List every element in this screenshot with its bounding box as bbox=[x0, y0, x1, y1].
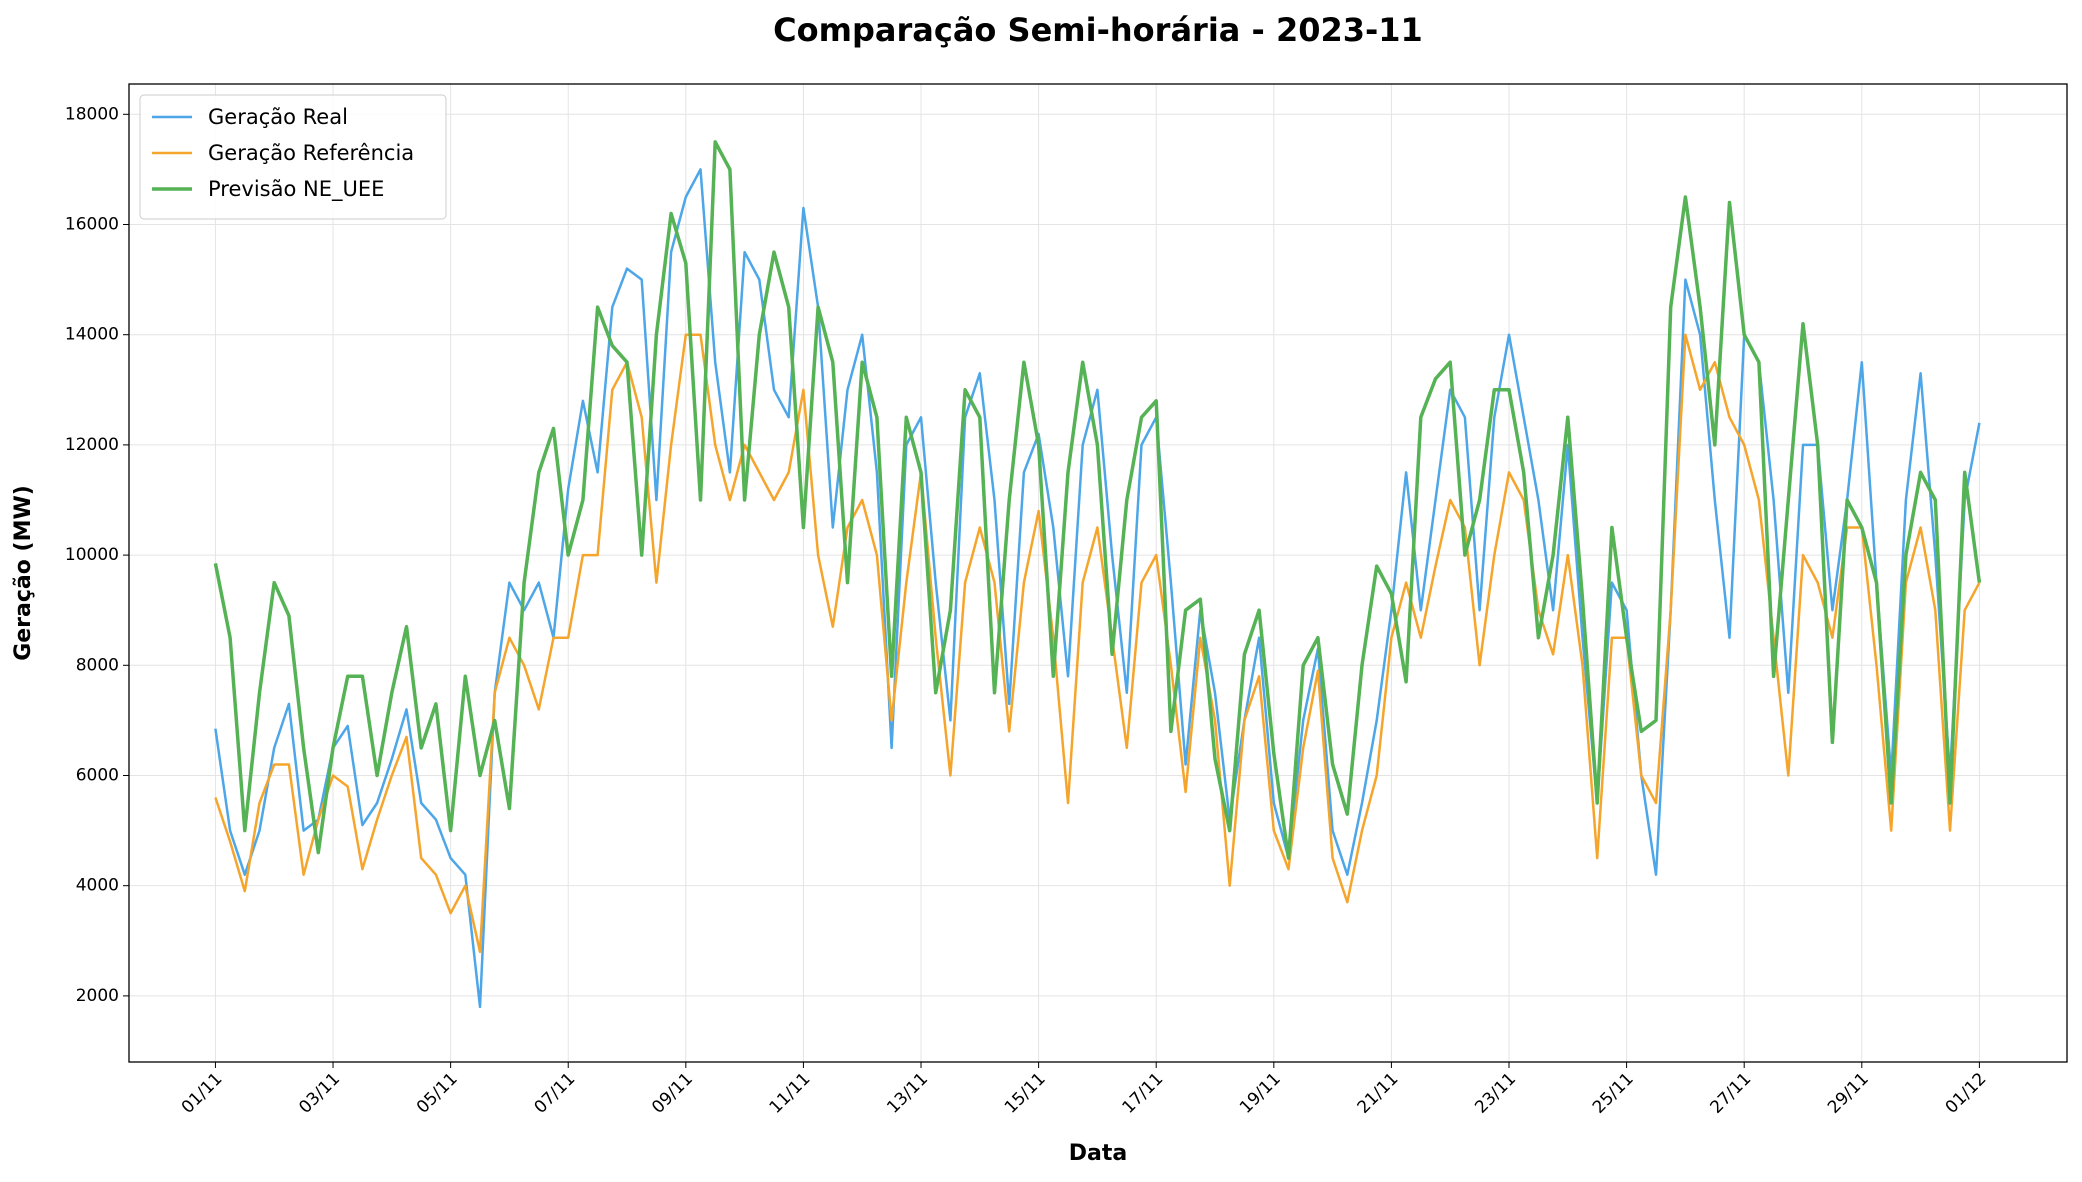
x-tick-label: 27/11 bbox=[1706, 1069, 1755, 1118]
y-tick-label: 6000 bbox=[76, 765, 119, 785]
y-tick-label: 10000 bbox=[65, 545, 119, 565]
y-tick-label: 4000 bbox=[76, 876, 119, 896]
x-tick-label: 21/11 bbox=[1354, 1069, 1403, 1118]
y-tick-label: 18000 bbox=[65, 104, 119, 124]
x-tick-label: 19/11 bbox=[1236, 1069, 1285, 1118]
y-tick-label: 2000 bbox=[76, 986, 119, 1006]
x-tick-label: 07/11 bbox=[531, 1069, 580, 1118]
legend-box bbox=[139, 94, 447, 220]
x-axis-label: Data bbox=[1069, 1141, 1127, 1166]
x-tick-label: 15/11 bbox=[1001, 1069, 1050, 1118]
x-tick-label: 23/11 bbox=[1471, 1069, 1520, 1118]
x-tick-label: 01/11 bbox=[178, 1069, 227, 1118]
x-tick-label: 01/12 bbox=[1942, 1069, 1991, 1118]
legend-label: Geração Referência bbox=[208, 141, 414, 165]
series-line bbox=[214, 168, 1981, 1009]
x-tick-label: 09/11 bbox=[648, 1069, 697, 1118]
x-tick-label: 29/11 bbox=[1824, 1069, 1873, 1118]
x-tick-label: 05/11 bbox=[413, 1069, 462, 1118]
legend-label: Geração Real bbox=[208, 105, 348, 129]
legend: Geração Real Geração Referência Previsão N… bbox=[139, 94, 447, 220]
y-tick-label: 8000 bbox=[76, 655, 119, 675]
series-line bbox=[213, 140, 1982, 860]
y-axis-label: Geração (MW) bbox=[11, 485, 36, 661]
x-tick-label: 17/11 bbox=[1118, 1069, 1167, 1118]
x-tick-label: 11/11 bbox=[766, 1069, 815, 1118]
x-tick-label: 25/11 bbox=[1589, 1069, 1638, 1118]
legend-label: Previsão NE_UEE bbox=[208, 177, 384, 202]
y-tick-label: 12000 bbox=[65, 435, 119, 455]
x-tick-label: 13/11 bbox=[883, 1069, 932, 1118]
y-tick-label: 16000 bbox=[65, 215, 119, 235]
x-tick-label: 03/11 bbox=[295, 1069, 344, 1118]
plot-frame bbox=[128, 83, 2068, 1063]
series-line bbox=[214, 333, 1981, 954]
chart-title: Comparação Semi-horária - 2023-11 bbox=[773, 11, 1423, 49]
y-tick-label: 14000 bbox=[65, 325, 119, 345]
